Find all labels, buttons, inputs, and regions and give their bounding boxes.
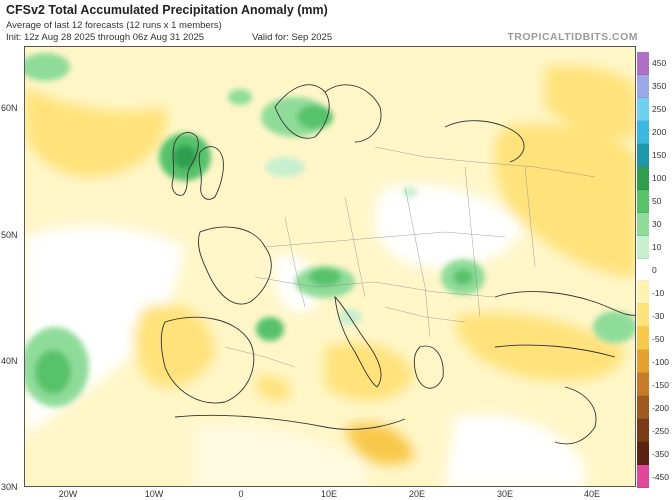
header: CFSv2 Total Accumulated Precipitation An… — [0, 0, 672, 46]
colorbar-swatch — [637, 350, 649, 374]
colorbar-swatch — [637, 419, 649, 443]
colorbar-label: 100 — [652, 173, 667, 184]
colorbar-swatch — [637, 189, 649, 213]
colorbar-label: 200 — [652, 127, 667, 138]
colorbar-label: 30 — [652, 219, 662, 230]
country-borders — [224, 146, 596, 368]
anomaly-shading — [25, 65, 635, 486]
lon-label-20e: 20E — [408, 489, 426, 499]
colorbar-label: -250 — [652, 425, 670, 436]
colorbar-swatch — [637, 52, 649, 75]
colorbar-swatch — [637, 143, 649, 167]
brand-watermark[interactable]: TROPICALTIDBITS.COM — [507, 31, 638, 43]
colorbar-swatch — [637, 304, 649, 328]
anomaly-map — [24, 46, 636, 487]
colorbar-swatch — [637, 442, 649, 466]
colorbar-label: -10 — [652, 287, 665, 298]
colorbar-label: -350 — [652, 448, 670, 459]
forecast-subtitle: Average of last 12 forecasts (12 runs x … — [6, 20, 222, 31]
colorbar-label: 10 — [652, 242, 662, 253]
lat-label-50n: 50N — [1, 230, 18, 240]
lon-label-20w: 20W — [58, 489, 78, 499]
lat-label-60n: 60N — [1, 103, 18, 113]
colorbar-swatch — [637, 120, 649, 144]
colorbar-swatch — [637, 281, 649, 305]
coastlines — [160, 84, 635, 445]
colorbar-label: -100 — [652, 356, 670, 367]
colorbar-swatch — [637, 465, 649, 488]
colorbar-label: 150 — [652, 150, 667, 161]
lat-label-30n: 30N — [1, 482, 18, 492]
lon-label-30e: 30E — [496, 489, 514, 499]
init-time: Init: 12z Aug 28 2025 through 06z Aug 31… — [6, 32, 205, 43]
lon-label-40e: 40E — [583, 489, 601, 499]
colorbar-swatch — [637, 166, 649, 190]
lon-label-10e: 10E — [320, 489, 338, 499]
colorbar-label: -50 — [652, 333, 665, 344]
colorbar-swatch — [637, 327, 649, 351]
colorbar-label: 350 — [652, 81, 667, 92]
colorbar-label: 250 — [652, 104, 667, 115]
lat-label-40n: 40N — [1, 356, 18, 366]
colorbar — [637, 52, 649, 488]
colorbar-label: -200 — [652, 402, 670, 413]
map-canvas — [25, 47, 635, 486]
wet-anomalies — [25, 53, 635, 407]
valid-time: Valid for: Sep 2025 — [252, 32, 333, 43]
colorbar-swatch — [637, 97, 649, 121]
colorbar-label: -450 — [652, 471, 670, 482]
colorbar-swatch — [637, 258, 649, 282]
colorbar-label: 450 — [652, 58, 667, 69]
colorbar-swatch — [637, 235, 649, 259]
colorbar-swatch — [637, 373, 649, 397]
lon-label-10w: 10W — [144, 489, 164, 499]
colorbar-swatch — [637, 74, 649, 98]
colorbar-swatch — [637, 396, 649, 420]
colorbar-label: 0 — [652, 265, 657, 275]
colorbar-label: -150 — [652, 379, 670, 390]
page-title: CFSv2 Total Accumulated Precipitation An… — [6, 3, 328, 17]
lon-label-0: 0 — [238, 489, 244, 499]
colorbar-label: -30 — [652, 310, 665, 321]
colorbar-swatch — [637, 212, 649, 236]
colorbar-label: 50 — [652, 196, 662, 207]
